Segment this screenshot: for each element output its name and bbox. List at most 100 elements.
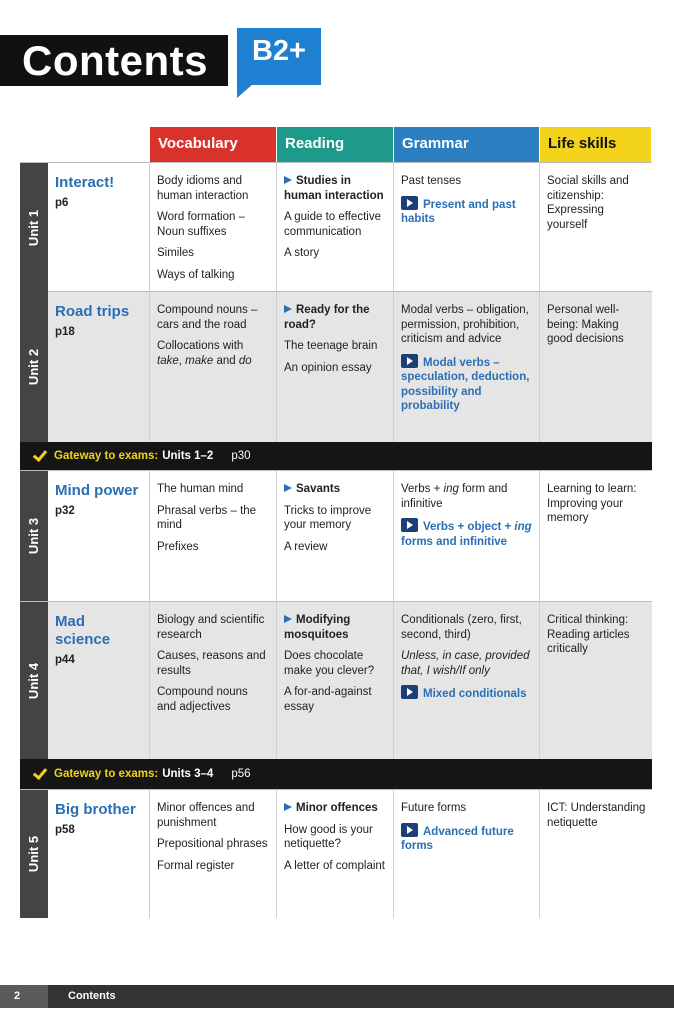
life-skills-text: Learning to learn: Improving your memory bbox=[547, 483, 637, 524]
vocabulary-text: and bbox=[213, 354, 239, 367]
vocabulary-text: Word formation – Noun suffixes bbox=[157, 211, 245, 238]
badge-tail bbox=[237, 84, 253, 98]
column-label: Vocabulary bbox=[158, 135, 238, 153]
gateway-row: Gateway to exams: Units 3–4 p56 bbox=[20, 759, 652, 789]
grammar-cell: Past tenses Present and past habits bbox=[394, 163, 540, 293]
reading-text: A for-and-against essay bbox=[284, 686, 372, 713]
unit-row: Unit 3 Mind power p32 The human mind Phrasal… bbox=[20, 470, 652, 601]
grammar-highlight: Advanced future forms bbox=[401, 822, 533, 854]
video-title: Ready for the road? bbox=[284, 304, 370, 331]
life-skills-text: Social skills and citizenship: Expressin… bbox=[547, 175, 629, 231]
vocabulary-text: Prepositional phrases bbox=[157, 838, 268, 850]
vocabulary-item: Minor offences and punishment bbox=[157, 801, 270, 830]
unit-cell: Unit 5 bbox=[20, 790, 48, 918]
video-icon bbox=[284, 803, 292, 811]
title-bar: Contents bbox=[0, 35, 228, 86]
reading-item: How good is your netiquette? bbox=[284, 823, 387, 852]
vocabulary-text: Formal register bbox=[157, 859, 235, 872]
video-icon bbox=[284, 305, 292, 313]
vocabulary-text-italic: make bbox=[185, 354, 214, 367]
vocabulary-text: Minor offences and punishment bbox=[157, 802, 255, 829]
vocabulary-item: Collocations with take, make and do bbox=[157, 339, 270, 368]
vocabulary-cell: The human mind Phrasal verbs – the mind Pr… bbox=[150, 471, 277, 601]
grammar-item: Past tenses bbox=[401, 174, 533, 189]
gateway-page: p30 bbox=[231, 450, 251, 462]
grammar-text: Future forms bbox=[401, 802, 467, 814]
life-skills-cell: Learning to learn: Improving your memory bbox=[540, 471, 652, 601]
vocabulary-text: The human mind bbox=[157, 483, 244, 495]
vocabulary-cell: Biology and scientific research Causes, r… bbox=[150, 602, 277, 759]
vocabulary-item: Prefixes bbox=[157, 540, 270, 555]
reading-text: A letter of complaint bbox=[284, 859, 385, 872]
unit-row: Unit 1 Interact! p6 Body idioms and human i… bbox=[20, 162, 652, 293]
reading-text: A story bbox=[284, 247, 320, 259]
unit-cell: Unit 4 bbox=[20, 602, 48, 759]
life-skills-cell: Social skills and citizenship: Expressin… bbox=[540, 163, 652, 293]
vocabulary-text: Phrasal verbs – the mind bbox=[157, 504, 257, 532]
unit-title: Road trips bbox=[55, 303, 130, 320]
check-icon bbox=[32, 446, 48, 462]
vocabulary-text: Biology and scientific research bbox=[157, 614, 265, 641]
vocabulary-text-italic: do bbox=[238, 354, 252, 367]
reading-item: A letter of complaint bbox=[284, 859, 387, 874]
vocabulary-text-italic: take bbox=[157, 354, 179, 367]
unit-page: p44 bbox=[55, 654, 75, 666]
vocabulary-text: Body idioms and human interaction bbox=[157, 175, 249, 202]
life-skills-text: Personal well-being: Making good decisio… bbox=[547, 304, 624, 345]
vocabulary-cell: Compound nouns – cars and the road Colloc… bbox=[150, 292, 277, 442]
title-cell: Road trips p18 bbox=[48, 292, 150, 442]
contents-table: Vocabulary Reading Grammar Life skills Unit … bbox=[20, 127, 652, 918]
grammar-text: Past tenses bbox=[401, 175, 462, 187]
reading-text: A guide to effective communication bbox=[284, 211, 381, 238]
level-text: B2+ bbox=[251, 35, 306, 67]
unit-page: p6 bbox=[55, 197, 69, 209]
unit-page: p58 bbox=[55, 824, 75, 836]
video-title: Savants bbox=[296, 483, 341, 495]
vocabulary-item: Phrasal verbs – the mind bbox=[157, 504, 270, 533]
video-icon bbox=[401, 518, 418, 532]
vocabulary-cell: Minor offences and punishment Preposition… bbox=[150, 790, 277, 918]
vocabulary-text: Compound nouns and adjectives bbox=[157, 686, 248, 713]
unit-title: Interact! bbox=[55, 174, 115, 191]
grammar-text: form and infinitive bbox=[401, 483, 508, 510]
life-skills-cell: Critical thinking: Reading articles crit… bbox=[540, 602, 652, 759]
gateway-row: Gateway to exams: Units 1–2 p30 bbox=[20, 442, 652, 470]
unit-row: Unit 5 Big brother p58 Minor offences and p… bbox=[20, 789, 652, 918]
check-icon bbox=[32, 764, 48, 780]
unit-label: Unit 1 bbox=[25, 209, 41, 247]
grammar-item: Conditionals (zero, first, second, third… bbox=[401, 613, 533, 642]
reading-item: Does chocolate make you clever? bbox=[284, 649, 387, 678]
grammar-item: Unless, in case, provided that, I wish/I… bbox=[401, 649, 533, 678]
video-icon bbox=[401, 353, 418, 368]
reading-item: The teenage brain bbox=[284, 339, 387, 354]
unit-page: p32 bbox=[55, 505, 75, 517]
reading-video: Minor offences bbox=[284, 801, 387, 816]
vocabulary-text: , bbox=[178, 354, 186, 367]
page-title: Contents bbox=[22, 37, 208, 84]
life-skills-cell: Personal well-being: Making good decisio… bbox=[540, 292, 652, 442]
grammar-text: Modal verbs – obligation, permission, pr… bbox=[401, 304, 529, 345]
vocabulary-text: Compound nouns – cars and the road bbox=[157, 304, 258, 331]
vocabulary-item: Compound nouns – cars and the road bbox=[157, 303, 270, 332]
unit-title: Mind power bbox=[55, 482, 139, 499]
column-header: Grammar bbox=[394, 127, 540, 162]
grammar-highlight: Verbs + object + ing forms and infinitiv… bbox=[401, 518, 533, 549]
unit-label: Unit 3 bbox=[25, 517, 41, 555]
life-skills-text: ICT: Understanding netiquette bbox=[547, 802, 646, 829]
grammar-highlight: Mixed conditionals bbox=[401, 685, 533, 702]
vocabulary-cell: Body idioms and human interaction Word fo… bbox=[150, 163, 277, 293]
highlight-text: Present and past habits bbox=[401, 198, 516, 226]
reading-cell: Modifying mosquitoes Does chocolate make … bbox=[277, 602, 394, 759]
column-header: Vocabulary bbox=[150, 127, 277, 162]
highlight-text-italic: ing bbox=[514, 521, 532, 533]
grammar-cell: Modal verbs – obligation, permission, pr… bbox=[394, 292, 540, 442]
footer: 2 Contents bbox=[0, 985, 674, 1008]
vocabulary-item: Compound nouns and adjectives bbox=[157, 685, 270, 714]
reading-text: An opinion essay bbox=[284, 361, 372, 374]
highlight-text: Mixed conditionals bbox=[423, 688, 527, 700]
vocabulary-text: Ways of talking bbox=[157, 268, 235, 281]
reading-item: An opinion essay bbox=[284, 361, 387, 376]
unit-cell: Unit 2 bbox=[20, 292, 48, 442]
